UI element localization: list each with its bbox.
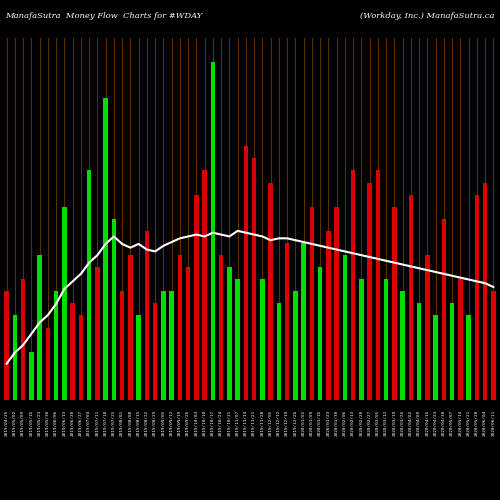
Bar <box>302 243 306 400</box>
Bar <box>368 182 372 400</box>
Text: (Workday, Inc.) ManafaSutra.ca: (Workday, Inc.) ManafaSutra.ca <box>360 12 495 20</box>
Bar <box>425 255 430 400</box>
Bar <box>186 267 190 400</box>
Bar <box>400 291 405 400</box>
Bar <box>434 316 438 400</box>
Bar <box>112 219 116 400</box>
Bar <box>359 279 364 400</box>
Bar <box>136 316 141 400</box>
Bar <box>474 194 479 400</box>
Bar <box>252 158 256 400</box>
Bar <box>260 279 264 400</box>
Bar <box>450 304 454 400</box>
Bar <box>210 62 215 400</box>
Bar <box>194 194 198 400</box>
Bar <box>384 279 388 400</box>
Bar <box>144 231 149 400</box>
Text: ManafaSutra  Money Flow  Charts for #WDAY: ManafaSutra Money Flow Charts for #WDAY <box>5 12 202 20</box>
Bar <box>38 255 42 400</box>
Bar <box>54 291 58 400</box>
Bar <box>202 170 207 400</box>
Bar <box>70 304 75 400</box>
Bar <box>268 182 273 400</box>
Bar <box>178 255 182 400</box>
Bar <box>442 219 446 400</box>
Bar <box>334 206 339 400</box>
Bar <box>326 231 330 400</box>
Bar <box>466 316 471 400</box>
Bar <box>318 267 322 400</box>
Bar <box>491 291 496 400</box>
Bar <box>46 328 50 400</box>
Bar <box>128 255 132 400</box>
Bar <box>408 194 413 400</box>
Bar <box>293 291 298 400</box>
Bar <box>285 243 290 400</box>
Bar <box>161 291 166 400</box>
Bar <box>120 291 124 400</box>
Bar <box>376 170 380 400</box>
Bar <box>227 267 232 400</box>
Bar <box>62 206 66 400</box>
Bar <box>276 304 281 400</box>
Bar <box>219 255 224 400</box>
Bar <box>170 291 174 400</box>
Bar <box>104 98 108 400</box>
Bar <box>4 291 9 400</box>
Bar <box>458 279 462 400</box>
Bar <box>483 182 488 400</box>
Bar <box>392 206 396 400</box>
Bar <box>95 267 100 400</box>
Bar <box>87 170 92 400</box>
Bar <box>310 206 314 400</box>
Bar <box>78 316 83 400</box>
Bar <box>342 255 347 400</box>
Bar <box>29 352 34 400</box>
Bar <box>351 170 356 400</box>
Bar <box>153 304 158 400</box>
Bar <box>12 316 17 400</box>
Bar <box>244 146 248 400</box>
Bar <box>21 279 25 400</box>
Bar <box>417 304 422 400</box>
Bar <box>236 279 240 400</box>
